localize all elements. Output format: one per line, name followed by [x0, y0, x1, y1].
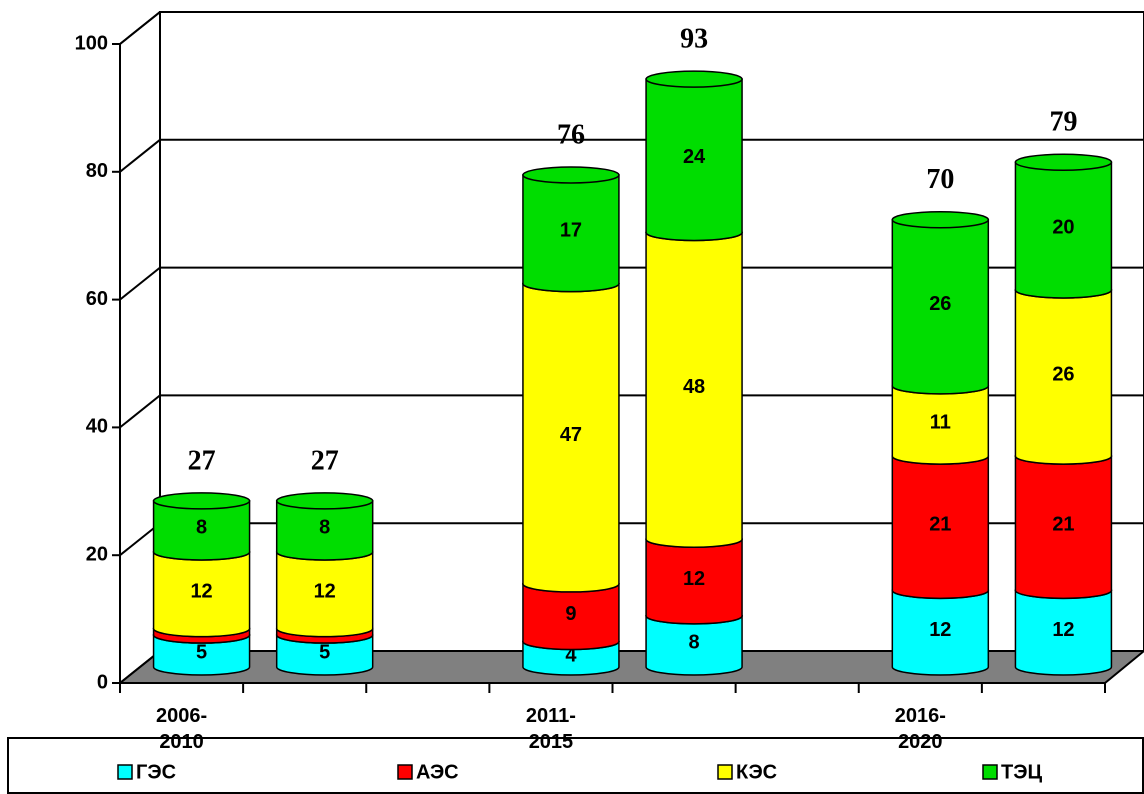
- cylinder-segment: [522, 174, 620, 293]
- value-label: 12: [190, 581, 212, 603]
- value-label: 20: [1052, 216, 1074, 238]
- value-label: 12: [314, 581, 336, 603]
- value-label: 17: [560, 220, 582, 242]
- total-label: 70: [926, 164, 954, 195]
- legend-label: ТЭЦ: [1001, 761, 1042, 783]
- value-label: 21: [929, 514, 951, 536]
- cylinder-segment: [645, 538, 743, 625]
- x-tick-label: 2016- 2020: [894, 705, 946, 753]
- grid-line: [119, 394, 1144, 429]
- cylinder-top: [522, 166, 620, 184]
- value-label: 8: [196, 517, 207, 539]
- total-label: 93: [680, 24, 708, 55]
- value-label: 5: [196, 641, 207, 663]
- total-label: 27: [188, 445, 216, 476]
- total-label: 79: [1049, 107, 1077, 138]
- legend-label: АЭС: [416, 761, 459, 783]
- value-label: 8: [689, 632, 700, 654]
- cylinder-segment: [1014, 161, 1113, 299]
- grid-line: [119, 138, 1144, 173]
- y-axis-back: [119, 11, 161, 45]
- value-label: 26: [929, 293, 951, 315]
- legend-label: ГЭС: [136, 761, 176, 783]
- y-tick-label: 40: [86, 416, 108, 438]
- value-label: 9: [565, 603, 576, 625]
- cylinder-segment: [891, 385, 990, 465]
- cylinder-segment: [275, 634, 374, 676]
- cylinder-top: [891, 210, 990, 229]
- cylinder-segment: [891, 589, 990, 676]
- value-label: 47: [560, 424, 582, 446]
- value-label: 8: [319, 517, 330, 539]
- cylinder-top: [1014, 153, 1113, 171]
- value-label: 48: [683, 376, 705, 398]
- value-label: 26: [1052, 363, 1074, 385]
- cylinder-segment: [645, 615, 743, 676]
- y-tick-label: 100: [75, 32, 108, 54]
- cylinder-segment: [1014, 589, 1113, 676]
- cylinder-top: [275, 492, 374, 510]
- cylinder-segment: [522, 640, 620, 676]
- cylinder-segment: [522, 583, 620, 651]
- y-tick-label: 60: [86, 288, 108, 310]
- legend-swatch: [717, 764, 733, 780]
- legend-box: [7, 737, 1144, 794]
- cylinder-segment: [152, 500, 251, 561]
- cylinder-segment: [152, 551, 251, 638]
- cylinder-segment: [1014, 289, 1113, 465]
- y-tick-label: 20: [86, 543, 108, 565]
- y-tick-label: 80: [86, 160, 108, 182]
- x-tick-label: 2011- 2015: [525, 705, 576, 753]
- value-label: 12: [1052, 619, 1074, 641]
- cylinder-segment: [275, 551, 374, 638]
- total-label: 27: [311, 445, 339, 476]
- grid-line: [119, 266, 1144, 301]
- cylinder-top: [645, 70, 743, 88]
- legend-swatch: [117, 764, 133, 780]
- cylinder-segment: [891, 218, 990, 395]
- cylinder-segment: [522, 282, 620, 593]
- floor: [117, 650, 1144, 684]
- value-label: 21: [1052, 514, 1074, 536]
- value-label: 12: [683, 568, 705, 590]
- legend-swatch: [397, 764, 413, 780]
- value-label: 24: [683, 146, 706, 168]
- cylinder-segment: [645, 78, 743, 242]
- cylinder-top: [152, 492, 251, 510]
- value-label: 11: [930, 411, 951, 433]
- cylinder-segment: [152, 634, 251, 676]
- cylinder-segment: [1014, 455, 1113, 600]
- total-label: 76: [557, 119, 585, 150]
- legend-label: КЭС: [736, 761, 777, 783]
- x-tick-label: 2006- 2010: [155, 705, 208, 753]
- cylinder-segment: [645, 231, 743, 548]
- cylinder-segment: [891, 455, 990, 600]
- value-label: 5: [319, 641, 330, 663]
- y-tick-label: 0: [97, 671, 108, 693]
- legend-swatch: [982, 764, 998, 780]
- value-label: 12: [929, 619, 951, 641]
- cylinder-segment: [275, 500, 374, 561]
